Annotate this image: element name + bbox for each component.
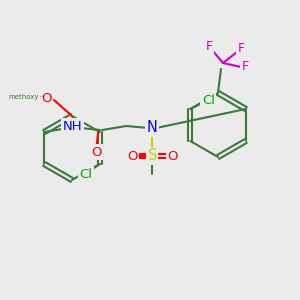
Text: F: F	[242, 61, 249, 74]
Text: Cl: Cl	[79, 167, 92, 181]
Text: O: O	[167, 149, 178, 163]
Text: S: S	[148, 148, 157, 164]
Text: F: F	[206, 40, 213, 53]
Text: methoxy: methoxy	[9, 94, 39, 100]
Text: O: O	[127, 149, 137, 163]
Text: methoxy: methoxy	[40, 96, 46, 97]
Text: NH: NH	[62, 119, 82, 133]
Text: N: N	[147, 121, 158, 136]
Text: O: O	[41, 92, 51, 104]
Text: O: O	[91, 146, 101, 158]
Text: F: F	[237, 43, 244, 56]
Text: Cl: Cl	[202, 94, 215, 107]
